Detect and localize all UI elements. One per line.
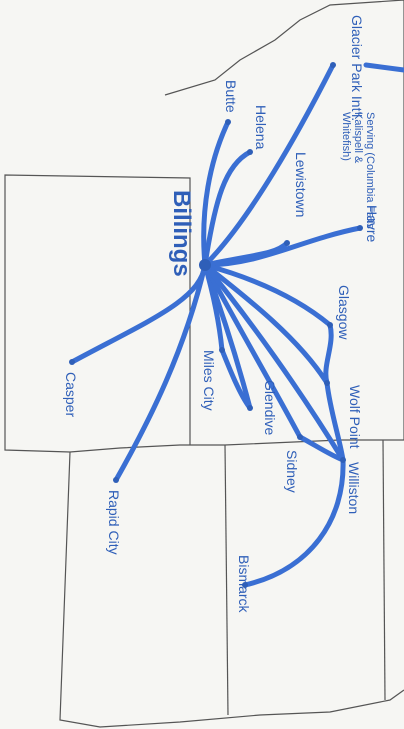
city-label: Glacier Park Int'l. — [349, 15, 365, 121]
route-line — [201, 119, 231, 268]
city-dot — [247, 149, 253, 155]
city-dot — [247, 405, 253, 411]
route-line — [202, 262, 253, 411]
border-line — [382, 439, 386, 701]
border-line — [224, 444, 229, 716]
city-label: Glendive — [262, 380, 278, 435]
city-label: Rapid City — [106, 490, 122, 555]
city-label: Sidney — [284, 450, 300, 493]
city-dot — [225, 119, 231, 125]
city-note: Serving (Columbia Falls — [364, 112, 376, 229]
city-label: Williston — [346, 462, 362, 514]
route-line — [202, 262, 334, 386]
route-line — [242, 457, 346, 588]
city-label: Bismarck — [236, 555, 252, 614]
route-line — [202, 262, 346, 463]
route-line — [113, 262, 208, 483]
city-label: Glasgow — [336, 285, 352, 340]
city-dot — [330, 62, 336, 68]
city-dot — [297, 434, 303, 440]
route-line — [202, 149, 253, 268]
route-line — [69, 262, 208, 365]
route-line — [202, 62, 336, 268]
city-dot — [69, 359, 75, 365]
city-label: Butte — [223, 80, 239, 113]
city-dot — [327, 322, 333, 328]
hub-dot — [199, 259, 211, 271]
route-line — [202, 225, 363, 268]
labels: Billings Glacier Park Int'l. Serving (Co… — [63, 15, 380, 614]
city-label: Helena — [253, 105, 269, 150]
route-line — [202, 262, 346, 463]
city-label: Lewistown — [293, 152, 309, 217]
city-dot — [219, 347, 225, 353]
city-dot — [284, 240, 290, 246]
city-dots — [69, 62, 363, 588]
city-label: Havre — [364, 205, 380, 243]
city-dot — [357, 225, 363, 231]
route-line — [202, 262, 346, 463]
city-dot — [113, 477, 119, 483]
route-line — [363, 62, 404, 73]
city-label: Miles City — [201, 350, 217, 411]
city-note: Whitefish) — [340, 112, 352, 161]
city-dot — [242, 582, 248, 588]
city-dot — [340, 457, 346, 463]
city-dot — [324, 380, 330, 386]
border-line — [59, 451, 404, 728]
city-label: Casper — [63, 372, 79, 417]
city-label: Wolf Point — [347, 385, 363, 449]
hub-label: Billings — [168, 190, 195, 277]
city-note: Kalispell & — [352, 112, 364, 164]
